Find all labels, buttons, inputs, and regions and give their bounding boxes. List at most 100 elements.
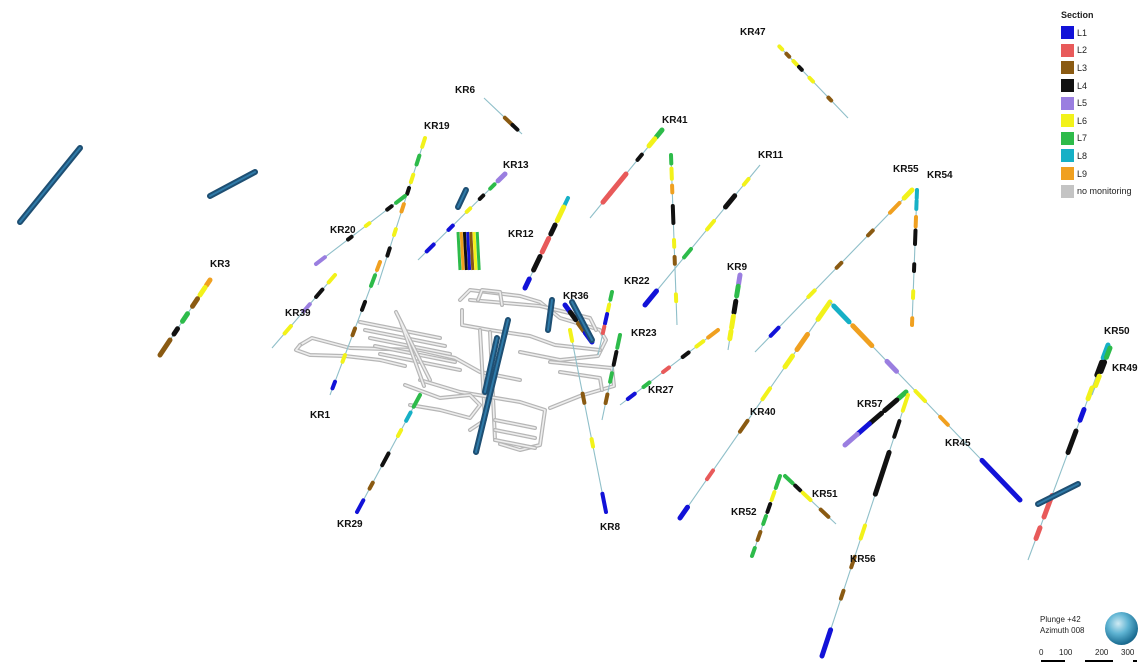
monitoring-section bbox=[385, 204, 394, 212]
scale-tick: 0 bbox=[1039, 648, 1044, 657]
monitoring-section bbox=[913, 389, 927, 403]
monitoring-section bbox=[734, 283, 741, 299]
monitoring-section bbox=[1033, 525, 1043, 541]
legend-label: L6 bbox=[1077, 115, 1088, 126]
borehole-label: KR49 bbox=[1112, 363, 1138, 374]
monitoring-section bbox=[670, 204, 676, 225]
borehole-label: KR40 bbox=[750, 407, 776, 418]
monitoring-section bbox=[815, 299, 833, 322]
legend-swatch bbox=[1061, 114, 1074, 128]
tunnel-drive-highlight bbox=[559, 371, 603, 391]
monitoring-section bbox=[1093, 373, 1102, 389]
borehole-label: KR11 bbox=[758, 150, 783, 161]
monitoring-section bbox=[1098, 359, 1108, 374]
monitoring-section bbox=[653, 127, 665, 140]
monitoring-section bbox=[411, 393, 422, 409]
monitoring-section bbox=[888, 200, 902, 215]
legend-label: no monitoring bbox=[1077, 186, 1132, 197]
monitoring-section bbox=[818, 507, 831, 519]
monitoring-section bbox=[729, 313, 736, 330]
borehole-label: KR55 bbox=[893, 164, 919, 175]
monitoring-section bbox=[831, 303, 852, 325]
monitoring-section bbox=[522, 276, 532, 291]
monitoring-section bbox=[405, 185, 412, 196]
monitoring-section bbox=[589, 437, 596, 449]
scale-bar-segment bbox=[1065, 660, 1085, 662]
legend-item: L9 bbox=[1058, 165, 1146, 183]
borehole-label: KR19 bbox=[424, 121, 450, 132]
monitoring-section bbox=[576, 321, 587, 334]
borehole-label: KR52 bbox=[731, 507, 757, 518]
tunnel-drive-highlight bbox=[395, 311, 431, 387]
borehole-label: KR41 bbox=[662, 115, 688, 126]
monitoring-section bbox=[1077, 407, 1087, 423]
legend-swatch bbox=[1061, 149, 1074, 163]
monitoring-section bbox=[858, 523, 867, 541]
legend-label: L4 bbox=[1077, 80, 1088, 91]
tunnel-drive-highlight bbox=[295, 344, 406, 367]
monitoring-section bbox=[736, 272, 743, 287]
tunnel-drive-highlight bbox=[477, 289, 503, 306]
short-borehole bbox=[456, 231, 462, 271]
monitoring-section bbox=[635, 152, 644, 162]
legend-label: L8 bbox=[1077, 150, 1088, 161]
monitoring-section bbox=[395, 428, 404, 438]
monitoring-section bbox=[680, 350, 691, 359]
monitoring-section bbox=[510, 123, 520, 132]
monitoring-section bbox=[350, 326, 357, 338]
legend-swatch bbox=[1061, 26, 1074, 40]
monitoring-section bbox=[694, 339, 706, 349]
monitoring-section bbox=[399, 202, 406, 214]
borehole-labels: KR47 KR6 KR19 KR13 KR41 KR11 KR55 KR54 KR20 KR12 K… bbox=[210, 27, 1138, 565]
cased-borehole-highlight bbox=[484, 337, 498, 393]
monitoring-section bbox=[901, 187, 915, 201]
legend-label: L7 bbox=[1077, 133, 1088, 144]
monitoring-section bbox=[385, 246, 392, 258]
monitoring-section bbox=[424, 242, 436, 254]
legend-items: L1 L2 L3 L4 L5 L6 L7 L8 L9 no monitoring bbox=[1058, 24, 1146, 200]
monitoring-section bbox=[738, 418, 750, 434]
monitoring-section bbox=[408, 172, 416, 185]
monitoring-section bbox=[488, 182, 497, 191]
monitoring-section bbox=[900, 393, 910, 413]
monitoring-section bbox=[190, 296, 200, 309]
legend-swatch bbox=[1061, 96, 1074, 110]
monitoring-section bbox=[642, 288, 659, 308]
short-borehole bbox=[472, 231, 478, 271]
tunnel-drive-highlight bbox=[404, 384, 481, 419]
borehole-label: KR36 bbox=[563, 291, 589, 302]
borehole-label: KR13 bbox=[503, 160, 529, 171]
borehole-label: KR45 bbox=[945, 438, 971, 449]
orientation-panel: Plunge +42 Azimuth 008 0 100 200 300 bbox=[1035, 612, 1145, 666]
monitoring-section bbox=[761, 514, 768, 526]
monitoring-section bbox=[1085, 385, 1095, 402]
borehole-trace bbox=[754, 189, 913, 353]
monitoring-section bbox=[380, 451, 391, 468]
monitoring-section bbox=[854, 421, 872, 437]
monitoring-section bbox=[414, 153, 422, 167]
monitoring-section bbox=[531, 254, 543, 273]
borehole-trace bbox=[569, 329, 607, 513]
legend-item: no monitoring bbox=[1058, 182, 1146, 200]
monitoring-section bbox=[866, 410, 885, 427]
borehole-label: KR3 bbox=[210, 259, 230, 270]
monitoring-section bbox=[548, 222, 558, 237]
scale-tick: 100 bbox=[1059, 648, 1073, 657]
monitoring-section bbox=[369, 273, 377, 288]
monitoring-section bbox=[360, 299, 367, 312]
borehole-label: KR22 bbox=[624, 276, 650, 287]
scale-bar-segment bbox=[1113, 660, 1133, 662]
monitoring-section bbox=[705, 468, 715, 482]
monitoring-section bbox=[539, 236, 552, 255]
orientation-globe-icon[interactable] bbox=[1105, 612, 1138, 645]
monitoring-section bbox=[391, 227, 398, 238]
cased-borehole-highlight bbox=[1037, 483, 1079, 505]
tunnel-drive-highlight bbox=[461, 309, 601, 351]
monitoring-section bbox=[600, 190, 613, 205]
borehole-label: KR56 bbox=[850, 554, 876, 565]
legend-item: L8 bbox=[1058, 147, 1146, 165]
legend-swatch bbox=[1061, 61, 1074, 75]
monitoring-section bbox=[938, 414, 950, 427]
